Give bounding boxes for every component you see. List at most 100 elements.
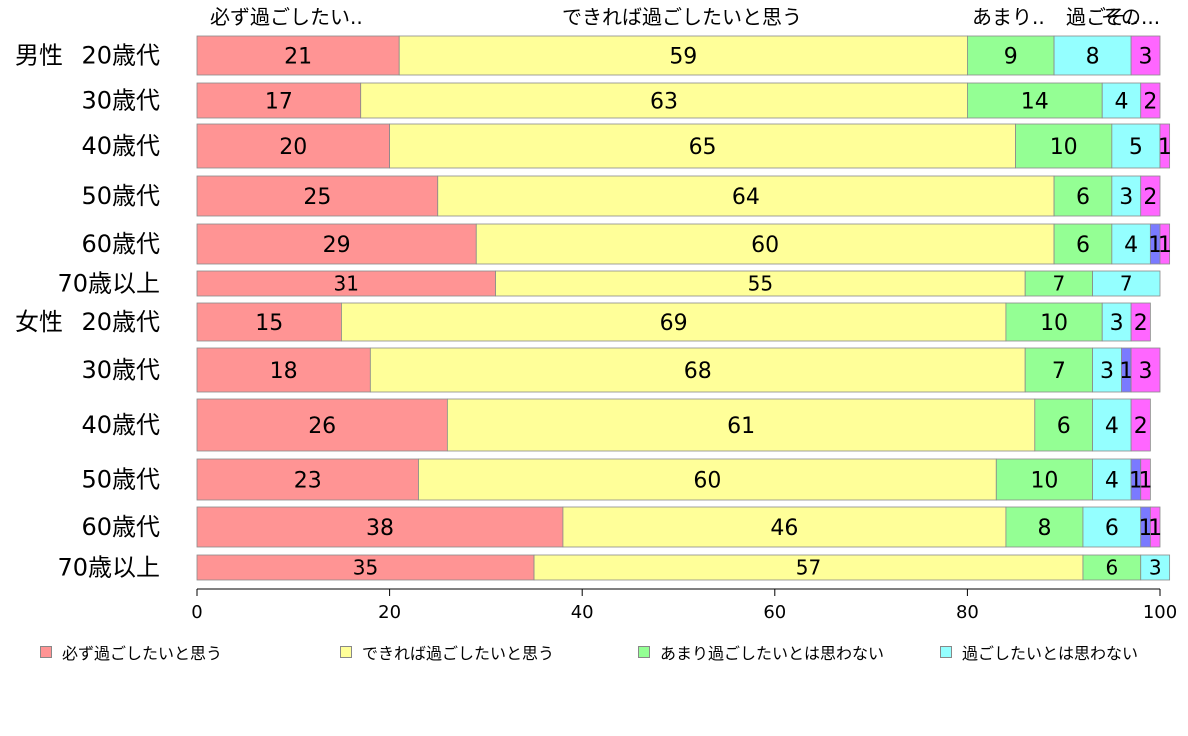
data-label: 10 xyxy=(1030,468,1058,493)
bar-segment xyxy=(196,302,342,342)
bar-segment xyxy=(196,554,535,581)
data-label: 2 xyxy=(1134,311,1148,336)
data-label: 60 xyxy=(751,233,779,258)
data-label: 3 xyxy=(1149,556,1162,580)
bar-segment xyxy=(196,270,496,297)
x-tick-label: 100 xyxy=(1143,602,1177,623)
data-label: 4 xyxy=(1105,414,1119,439)
data-label: 3 xyxy=(1110,311,1124,336)
bar-segment xyxy=(1053,175,1113,217)
data-label: 21 xyxy=(284,44,312,69)
data-label: 2 xyxy=(1143,185,1157,210)
data-label: 7 xyxy=(1053,272,1066,296)
data-label: 23 xyxy=(294,468,322,493)
bar-segment xyxy=(196,347,371,393)
data-label: 61 xyxy=(727,414,755,439)
legend-label: 必ず過ごしたいと思う xyxy=(62,644,223,663)
data-label: 57 xyxy=(796,556,821,580)
category-label: 70歳以上 xyxy=(57,270,160,298)
header-label: その... xyxy=(1101,5,1160,29)
bar-segment xyxy=(1092,458,1132,501)
bar-segment xyxy=(360,82,968,119)
bar-segment xyxy=(196,123,391,169)
header-label: あまり.. xyxy=(972,5,1045,29)
data-label: 3 xyxy=(1139,359,1153,384)
legend-label: 過ごしたいとは思わない xyxy=(962,644,1139,663)
data-label: 35 xyxy=(353,556,378,580)
category-label: 70歳以上 xyxy=(57,554,160,582)
bar-segment xyxy=(1111,175,1142,217)
bar-segment xyxy=(1024,270,1093,297)
data-label: 69 xyxy=(660,311,688,336)
data-label: 1 xyxy=(1139,468,1153,493)
data-label: 65 xyxy=(689,135,717,160)
data-label: 1 xyxy=(1129,468,1143,493)
bar-segment xyxy=(196,35,400,76)
legend-item: できれば過ごしたいと思う xyxy=(340,640,554,664)
bar-segment xyxy=(196,458,419,501)
data-label: 9 xyxy=(1004,44,1018,69)
bar-segment xyxy=(418,458,997,501)
category-label: 30歳代 xyxy=(81,87,160,115)
bar-segment xyxy=(196,223,477,265)
data-label: 1 xyxy=(1158,233,1172,258)
data-label: 18 xyxy=(270,359,298,384)
bar-segment xyxy=(1140,82,1161,119)
category-label: 20歳代 xyxy=(81,308,160,336)
legend-swatch xyxy=(638,646,650,658)
bar-segment xyxy=(1034,398,1093,452)
bar-segment xyxy=(1130,35,1161,76)
category-label: 30歳代 xyxy=(81,356,160,384)
data-label: 6 xyxy=(1076,233,1090,258)
category-label: 50歳代 xyxy=(81,466,160,494)
bar-segment xyxy=(1101,82,1142,119)
data-label: 14 xyxy=(1021,89,1049,114)
bar-segment xyxy=(495,270,1026,297)
bar-segment xyxy=(1015,123,1113,169)
bar-segment xyxy=(1024,347,1093,393)
bar-segment xyxy=(398,35,968,76)
data-label: 55 xyxy=(748,272,773,296)
legend: 必ず過ごしたいと思う できれば過ごしたいと思う あまり過ごしたいとは思わない 過ごした… xyxy=(40,640,1180,670)
data-label: 17 xyxy=(265,89,293,114)
legend-item: あまり過ごしたいとは思わない xyxy=(638,640,884,664)
header-label: 過ごそ.. xyxy=(1066,5,1139,29)
category-label: 60歳代 xyxy=(81,513,160,541)
data-label: 3 xyxy=(1119,185,1133,210)
data-label: 38 xyxy=(366,516,394,541)
bar-segment xyxy=(1082,554,1142,581)
data-label: 20 xyxy=(279,135,307,160)
data-label: 7 xyxy=(1120,272,1133,296)
data-label: 6 xyxy=(1076,185,1090,210)
bar-segment xyxy=(1130,398,1151,452)
data-label: 1 xyxy=(1158,135,1172,160)
data-label: 3 xyxy=(1139,44,1153,69)
bar-segment xyxy=(1111,223,1151,265)
data-label: 1 xyxy=(1148,516,1162,541)
legend-label: あまり過ごしたいとは思わない xyxy=(660,644,885,663)
bar-segment xyxy=(389,123,1016,169)
data-label: 68 xyxy=(684,359,712,384)
data-label: 26 xyxy=(308,414,336,439)
data-label: 46 xyxy=(770,516,798,541)
data-label: 8 xyxy=(1037,516,1051,541)
data-label: 4 xyxy=(1105,468,1119,493)
data-label: 31 xyxy=(334,272,359,296)
bar-segment xyxy=(196,175,439,217)
category-label: 40歳代 xyxy=(81,411,160,439)
bar-segment xyxy=(369,347,1026,393)
data-label: 59 xyxy=(669,44,697,69)
data-label: 29 xyxy=(323,233,351,258)
data-label: 1 xyxy=(1148,233,1162,258)
data-label: 7 xyxy=(1052,359,1066,384)
x-tick-label: 80 xyxy=(956,602,979,623)
data-label: 60 xyxy=(693,468,721,493)
bar-segment xyxy=(533,554,1084,581)
bar-segment xyxy=(1005,302,1103,342)
bar-segment xyxy=(967,35,1055,76)
bar-segment xyxy=(1130,302,1151,342)
data-label: 25 xyxy=(303,185,331,210)
data-label: 4 xyxy=(1124,233,1138,258)
bar-segment xyxy=(1159,223,1171,265)
